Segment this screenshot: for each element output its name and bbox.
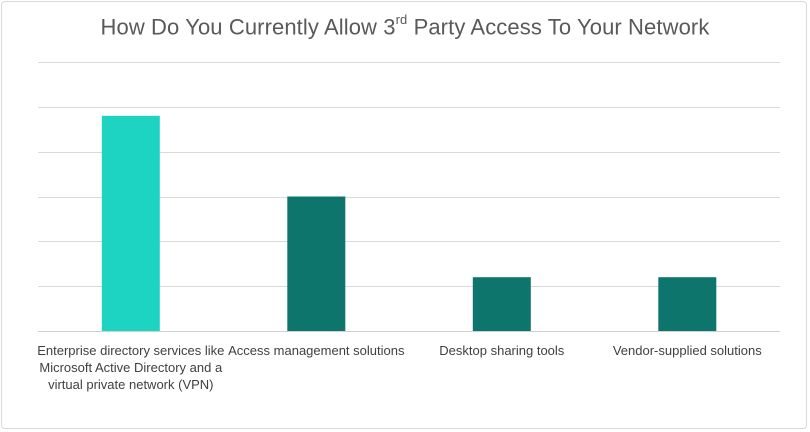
title-superscript: rd [395, 12, 408, 27]
bar [658, 277, 717, 331]
bar [472, 277, 531, 331]
category-label: Desktop sharing tools [439, 343, 565, 358]
bar [287, 196, 346, 331]
category-label: Enterprise directory services like Micro… [37, 343, 225, 392]
chart-title: How Do You Currently Allow 3rd Party Acc… [100, 12, 710, 40]
category-label: Vendor-supplied solutions [612, 343, 762, 358]
bar [101, 115, 160, 331]
category-label: Access management solutions [228, 343, 405, 358]
